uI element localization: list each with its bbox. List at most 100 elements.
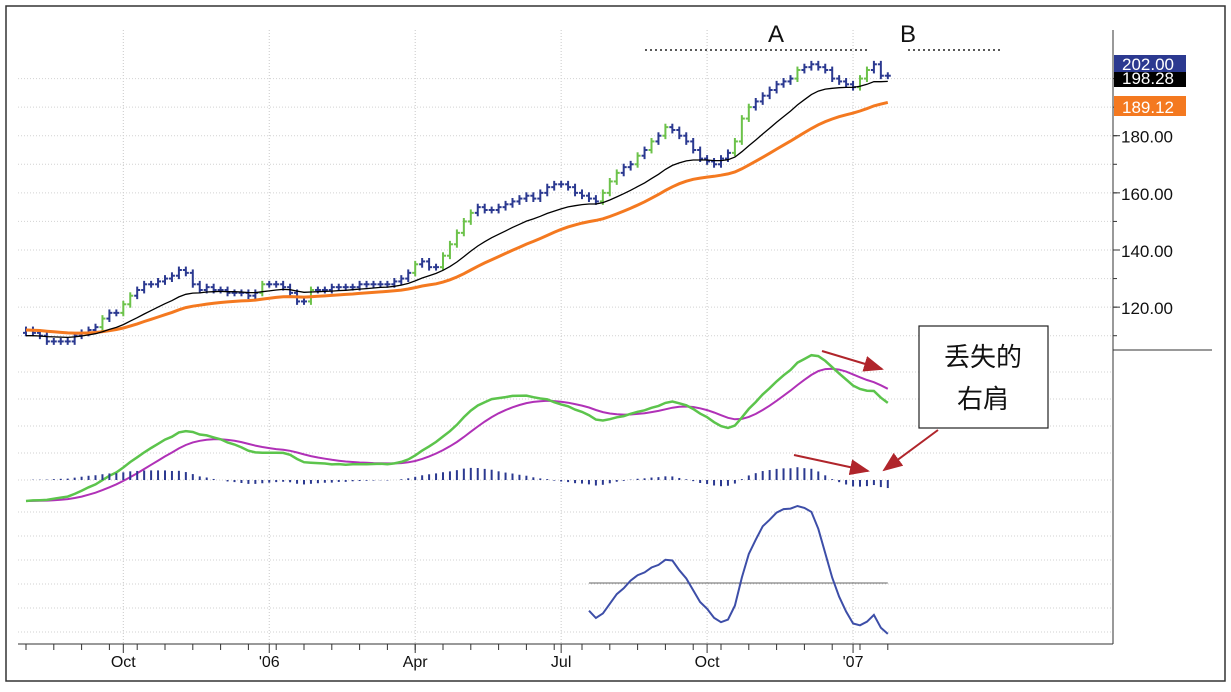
price-bar-74 — [537, 189, 544, 202]
price-bar-94 — [676, 126, 683, 140]
lower-indicator-panel — [588, 504, 889, 635]
macd-signal-line — [25, 367, 889, 502]
price-bar-40 — [301, 298, 307, 305]
time-tick-label-1: '06 — [259, 654, 280, 671]
price-bar-88 — [634, 152, 641, 168]
price-bar-105 — [752, 98, 759, 111]
price-bar-110 — [787, 75, 794, 85]
price-bar-117 — [836, 75, 843, 85]
price-bar-75 — [544, 183, 551, 197]
price-bar-67 — [488, 206, 495, 214]
price-label-box-top — [1114, 55, 1186, 72]
price-bar-54 — [398, 275, 405, 285]
price-bar-79 — [572, 183, 579, 197]
arrow-from-callout — [882, 429, 939, 472]
callout-text-line2: 右肩 — [957, 385, 1009, 415]
price-bar-45 — [335, 283, 342, 291]
price-bar-14 — [120, 300, 127, 317]
ema-fast-line — [26, 80, 888, 339]
price-bar-109 — [780, 78, 787, 88]
time-tick-label-3: Jul — [551, 654, 571, 671]
price-bar-60 — [440, 252, 446, 271]
price-bar-77 — [558, 180, 565, 188]
price-bar-6 — [64, 338, 71, 345]
price-bar-64 — [467, 209, 474, 225]
price-bar-43 — [321, 286, 328, 294]
price-bar-122 — [870, 60, 877, 74]
price-bar-59 — [433, 263, 440, 271]
price-bar-17 — [141, 280, 148, 294]
label-peak-b: B — [900, 21, 916, 48]
price-bar-108 — [773, 80, 780, 94]
price-bar-70 — [509, 198, 516, 208]
price-bar-22 — [175, 266, 182, 280]
price-label-box-2 — [1114, 96, 1186, 116]
price-bar-121 — [863, 66, 870, 82]
price-bar-23 — [182, 266, 189, 277]
price-bar-44 — [328, 283, 335, 294]
price-bar-72 — [523, 192, 530, 202]
price-bar-68 — [495, 203, 502, 214]
price-bar-36 — [273, 280, 280, 288]
price-bar-100 — [718, 155, 724, 168]
price-bar-99 — [711, 158, 718, 168]
price-bar-76 — [551, 180, 558, 191]
price-bar-61 — [446, 240, 453, 260]
price-bar-66 — [481, 203, 488, 214]
price-bar-35 — [266, 280, 273, 288]
price-bar-107 — [766, 86, 773, 100]
price-tick-label-3: 180.00 — [1121, 128, 1173, 147]
price-bars — [23, 60, 891, 345]
price-label-1: 198.28 — [1122, 69, 1174, 88]
price-bar-58 — [426, 258, 433, 271]
price-bar-118 — [843, 78, 850, 88]
price-bar-114 — [815, 60, 822, 71]
arrow-macd-top — [821, 350, 884, 372]
price-tick-label-0: 120.00 — [1121, 299, 1173, 318]
time-tick-label-2: Apr — [403, 654, 429, 671]
price-bar-93 — [669, 123, 676, 134]
time-tick-label-0: Oct — [111, 654, 136, 671]
ema-slow-line — [25, 100, 889, 335]
price-bar-34 — [259, 280, 266, 297]
price-bar-4 — [50, 338, 57, 345]
time-tick-label-4: Oct — [695, 654, 720, 671]
price-bar-11 — [99, 315, 106, 331]
price-bar-86 — [620, 163, 627, 177]
price-bar-123 — [877, 60, 884, 80]
callout-box — [918, 325, 1049, 429]
annotations: A B 丢失的 右肩 — [645, 21, 1049, 476]
price-bar-102 — [731, 138, 738, 157]
price-bar-90 — [648, 138, 655, 154]
price-bar-21 — [168, 272, 175, 282]
price-bar-84 — [606, 178, 613, 197]
price-label-top: 202.00 — [1122, 55, 1174, 74]
price-bar-51 — [377, 280, 384, 288]
price-bar-20 — [162, 275, 168, 285]
macd-line — [25, 353, 889, 503]
price-bar-82 — [592, 195, 599, 205]
price-bar-65 — [474, 203, 481, 217]
price-bar-12 — [106, 309, 113, 322]
price-bar-92 — [662, 123, 669, 140]
price-bar-30 — [231, 289, 238, 297]
price-label-box-1 — [1114, 72, 1186, 87]
price-bar-89 — [641, 146, 648, 160]
arrow-histogram — [793, 454, 870, 476]
price-bar-28 — [217, 286, 224, 294]
price-bar-71 — [516, 195, 523, 205]
price-bar-63 — [460, 218, 467, 237]
callout-text-line1: 丢失的 — [944, 343, 1022, 373]
indicator-line — [588, 504, 889, 635]
price-bar-124 — [884, 72, 891, 80]
price-bar-3 — [43, 332, 50, 345]
macd-panel — [25, 353, 889, 503]
price-bar-19 — [155, 278, 162, 288]
price-bar-112 — [801, 63, 808, 74]
price-bar-85 — [613, 169, 620, 185]
price-bar-15 — [127, 292, 134, 308]
price-tick-label-2: 160.00 — [1121, 185, 1173, 204]
price-bar-18 — [148, 280, 155, 288]
